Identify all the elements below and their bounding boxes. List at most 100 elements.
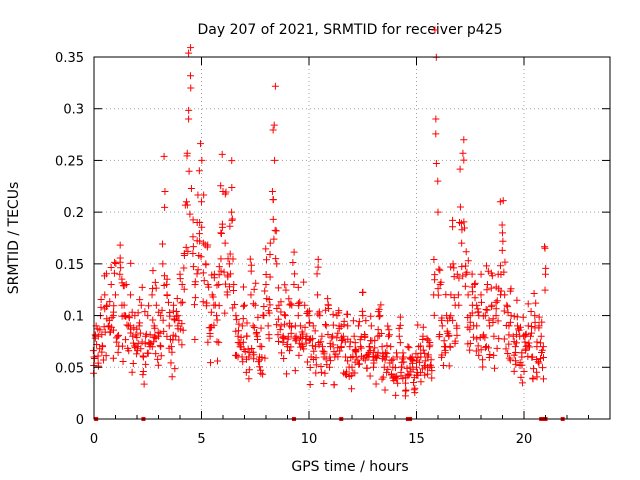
data-point <box>262 245 270 253</box>
data-point <box>195 230 203 238</box>
data-point <box>301 323 309 331</box>
data-point <box>165 298 173 306</box>
data-point <box>381 356 389 364</box>
data-point <box>344 357 352 365</box>
data-point <box>151 324 159 332</box>
data-point <box>531 312 539 320</box>
data-point <box>434 285 442 293</box>
data-point <box>526 332 534 340</box>
data-point <box>240 283 248 291</box>
data-point <box>217 267 225 275</box>
data-point <box>283 340 291 348</box>
data-point <box>320 379 328 387</box>
data-point <box>490 351 498 359</box>
data-point <box>505 331 513 339</box>
data-point <box>94 352 102 360</box>
data-point <box>336 347 344 355</box>
data-point <box>226 222 234 230</box>
data-point <box>515 326 523 334</box>
data-point <box>161 187 169 195</box>
data-point <box>191 336 199 344</box>
data-point <box>228 216 236 224</box>
data-point <box>124 344 132 352</box>
data-point <box>226 250 234 258</box>
data-point <box>129 332 137 340</box>
data-point <box>421 349 429 357</box>
data-point <box>176 275 184 283</box>
data-point <box>300 345 308 353</box>
data-point <box>505 322 513 330</box>
data-point <box>417 378 425 386</box>
data-point <box>504 350 512 358</box>
data-point <box>427 356 435 364</box>
data-point <box>235 320 243 328</box>
data-point <box>306 364 314 372</box>
data-point <box>239 338 247 346</box>
data-point <box>189 263 197 271</box>
data-point <box>134 340 142 348</box>
data-point <box>258 353 266 361</box>
data-point <box>112 291 119 299</box>
data-point <box>396 313 404 321</box>
data-point <box>291 270 299 278</box>
data-point <box>246 255 254 263</box>
data-point <box>185 49 193 57</box>
data-point <box>431 276 439 284</box>
data-point <box>424 370 432 378</box>
data-point <box>540 375 548 383</box>
data-point <box>479 363 487 371</box>
data-point <box>481 312 489 320</box>
data-point <box>524 300 532 308</box>
data-point <box>402 379 410 387</box>
data-point <box>396 339 404 347</box>
data-point <box>535 313 543 321</box>
data-point <box>163 332 171 340</box>
data-point <box>213 312 221 320</box>
x-tick-label: 0 <box>90 432 98 447</box>
data-point <box>471 294 479 302</box>
data-point <box>138 338 146 346</box>
data-point <box>396 321 404 329</box>
data-point <box>475 351 483 359</box>
data-point <box>407 355 415 363</box>
data-point <box>533 373 541 381</box>
data-point <box>389 355 397 363</box>
data-point <box>399 355 407 363</box>
data-point <box>190 301 198 309</box>
data-point <box>149 316 157 324</box>
data-point <box>113 338 121 346</box>
data-point <box>537 332 545 340</box>
data-point <box>512 349 520 357</box>
data-point <box>374 332 382 340</box>
data-point <box>290 281 298 289</box>
x-tick-label: 5 <box>197 432 205 447</box>
data-point <box>426 338 434 346</box>
data-point <box>146 331 154 339</box>
data-point <box>122 336 130 344</box>
data-point <box>238 322 246 330</box>
data-point <box>119 357 127 365</box>
data-point <box>458 239 466 247</box>
data-point <box>514 322 522 330</box>
data-point <box>272 255 280 263</box>
data-point <box>98 348 106 356</box>
data-point <box>355 360 363 368</box>
data-point <box>330 348 338 356</box>
data-point <box>413 363 420 371</box>
data-point <box>161 203 169 211</box>
data-point <box>516 323 524 331</box>
data-point <box>214 357 222 365</box>
data-point <box>221 239 229 247</box>
data-point <box>329 332 337 340</box>
data-point <box>143 349 151 357</box>
data-point <box>228 208 236 216</box>
data-point <box>385 331 393 339</box>
data-point <box>460 218 468 226</box>
data-point <box>250 323 258 331</box>
data-point <box>371 336 379 344</box>
data-point <box>485 353 493 361</box>
data-point <box>379 373 387 381</box>
data-point <box>252 279 260 287</box>
data-point <box>198 156 206 164</box>
